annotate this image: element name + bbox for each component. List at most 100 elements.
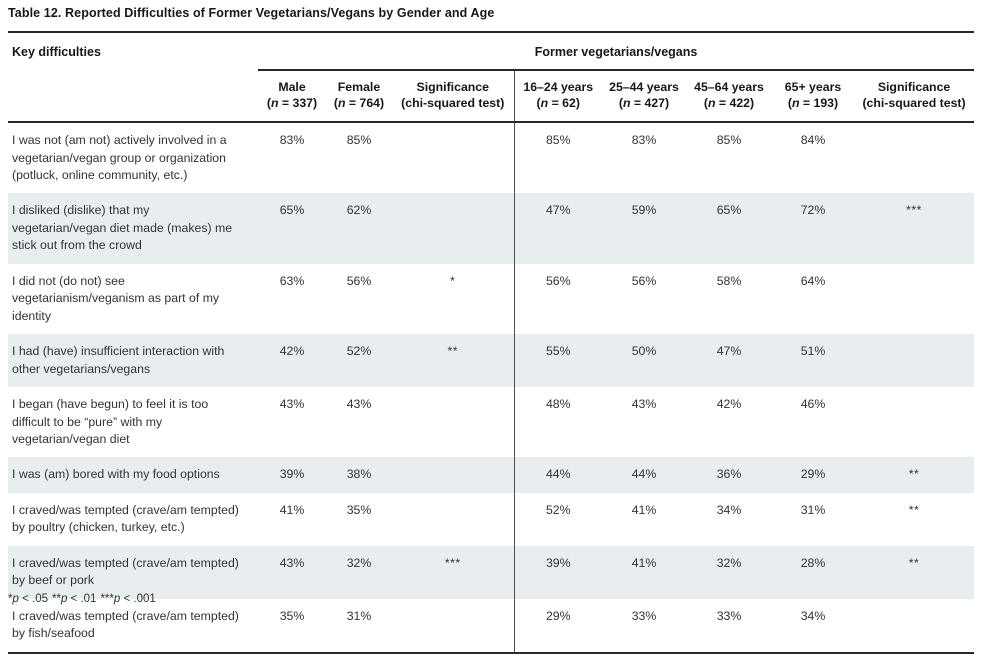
value-cell: 56% xyxy=(346,273,372,288)
table-row: I was not (am not) actively involved in … xyxy=(8,122,974,194)
value-cell: 62% xyxy=(346,203,372,218)
value-cell: 33% xyxy=(716,608,742,623)
column-sublabel: (n = 764) xyxy=(333,96,385,111)
value-cell: 43% xyxy=(631,397,657,412)
column-label: Significance xyxy=(877,79,951,94)
table-row: I craved/was tempted (crave/am tempted) … xyxy=(8,598,974,653)
value-cell: 35% xyxy=(279,608,305,623)
column-label: Significance xyxy=(416,79,489,94)
difficulty-cell: I was not (am not) actively involved in … xyxy=(12,133,227,182)
significance-cell: ** xyxy=(908,467,920,482)
significance-cell: *** xyxy=(444,555,461,570)
value-cell: 35% xyxy=(346,502,372,517)
value-cell: 72% xyxy=(800,203,826,218)
value-cell: 51% xyxy=(800,344,826,359)
difficulty-cell: I had (have) insufficient interaction wi… xyxy=(12,344,225,376)
value-cell: 46% xyxy=(800,397,826,412)
footnote-item: ***p < .001 xyxy=(100,593,156,605)
value-cell: 56% xyxy=(631,273,657,288)
significance-cell xyxy=(854,122,974,193)
difficulty-cell: I began (have begun) to feel it is too d… xyxy=(12,397,209,446)
significance-cell xyxy=(392,493,514,546)
value-cell: 28% xyxy=(800,555,826,570)
difficulty-cell: I disliked (dislike) that my vegetarian/… xyxy=(12,203,233,253)
spanner-row: Key difficulties Former vegetarians/vega… xyxy=(8,32,975,124)
column-label: 65+ years xyxy=(784,79,842,94)
column-label: 45–64 years xyxy=(694,79,764,94)
column-label: 25–44 years xyxy=(609,79,679,94)
table-row: I disliked (dislike) that my vegetarian/… xyxy=(8,193,975,264)
column-header-45-64-years: 45–64 years (n = 422) xyxy=(686,69,772,124)
table-header: Key difficulties Former vegetarians/vega… xyxy=(8,32,975,124)
column-header-significance: Significance (chi-squared test) xyxy=(392,69,514,124)
value-cell: 64% xyxy=(800,273,826,288)
value-cell: 83% xyxy=(279,133,305,148)
column-sublabel: (chi-squared test) xyxy=(401,96,505,111)
column-sublabel: (n = 62) xyxy=(536,96,580,111)
column-sublabel: (n = 193) xyxy=(787,96,839,111)
significance-cell: ** xyxy=(447,344,459,359)
column-header-25-44-years: 25–44 years (n = 427) xyxy=(602,69,686,124)
table-row: I did not (do not) see vegetarianism/veg… xyxy=(8,263,974,335)
column-header-65-years: 65+ years (n = 193) xyxy=(772,69,854,124)
value-cell: 47% xyxy=(716,344,742,359)
significance-cell: *** xyxy=(906,203,922,218)
spanner-former-vegetarians: Former vegetarians/vegans xyxy=(258,32,975,71)
value-cell: 43% xyxy=(279,555,305,570)
column-sublabel: (chi-squared test) xyxy=(862,96,966,111)
significance-cell xyxy=(854,387,974,457)
column-header-female: Female (n = 764) xyxy=(326,69,392,124)
difficulty-cell: I was (am) bored with my food options xyxy=(12,467,220,482)
value-cell: 65% xyxy=(716,203,742,218)
value-cell: 55% xyxy=(513,334,602,388)
value-cell: 85% xyxy=(513,122,602,194)
table-row: I craved/was tempted (crave/am tempted) … xyxy=(8,492,974,546)
table-row: I had (have) insufficient interaction wi… xyxy=(8,334,975,388)
value-cell: 31% xyxy=(800,502,826,517)
table-row: I was (am) bored with my food options 39%… xyxy=(8,457,975,493)
value-cell: 42% xyxy=(279,344,305,359)
difficulty-cell: I craved/was tempted (crave/am tempted) … xyxy=(12,555,239,588)
column-label: Female xyxy=(337,79,381,94)
significance-cell xyxy=(854,334,974,387)
row-header-key-difficulties: Key difficulties xyxy=(8,32,258,124)
value-cell: 39% xyxy=(513,545,602,599)
value-cell: 41% xyxy=(631,502,657,517)
value-cell: 47% xyxy=(513,193,602,264)
difficulty-cell: I craved/was tempted (crave/am tempted) … xyxy=(12,608,239,641)
value-cell: 36% xyxy=(716,467,742,482)
difficulty-cell: I craved/was tempted (crave/am tempted) … xyxy=(12,502,239,535)
table-body: I was not (am not) actively involved in … xyxy=(8,122,975,653)
value-cell: 29% xyxy=(513,598,602,653)
value-cell: 29% xyxy=(800,467,826,482)
column-sublabel: (n = 427) xyxy=(618,96,670,111)
value-cell: 52% xyxy=(513,492,602,546)
value-cell: 41% xyxy=(631,555,657,570)
value-cell: 83% xyxy=(631,133,657,148)
significance-cell xyxy=(392,457,514,492)
value-cell: 33% xyxy=(631,608,657,623)
value-cell: 85% xyxy=(716,133,742,148)
value-cell: 58% xyxy=(716,273,742,288)
value-cell: 52% xyxy=(346,344,372,359)
value-cell: 85% xyxy=(346,133,372,148)
value-cell: 42% xyxy=(716,397,742,412)
value-cell: 39% xyxy=(279,467,305,482)
difficulty-cell: I did not (do not) see vegetarianism/veg… xyxy=(12,273,220,323)
significance-footnote: *p < .05 **p < .01 ***p < .001 xyxy=(8,593,160,605)
column-label: Male xyxy=(278,79,306,94)
value-cell: 44% xyxy=(513,457,602,493)
significance-cell xyxy=(854,599,974,653)
table-row: I craved/was tempted (crave/am tempted) … xyxy=(8,545,975,599)
value-cell: 38% xyxy=(346,467,372,482)
column-header-16-24-years: 16–24 years (n = 62) xyxy=(513,69,602,124)
value-cell: 56% xyxy=(513,263,602,335)
significance-cell: ** xyxy=(908,555,920,570)
significance-cell xyxy=(392,387,514,457)
column-sublabel: (n = 422) xyxy=(703,96,755,111)
footnote-item: **p < .01 xyxy=(51,593,97,605)
significance-cell xyxy=(392,122,514,193)
value-cell: 31% xyxy=(346,608,372,623)
page: Table 12. Reported Difficulties of Forme… xyxy=(8,6,975,654)
significance-cell xyxy=(854,264,974,334)
